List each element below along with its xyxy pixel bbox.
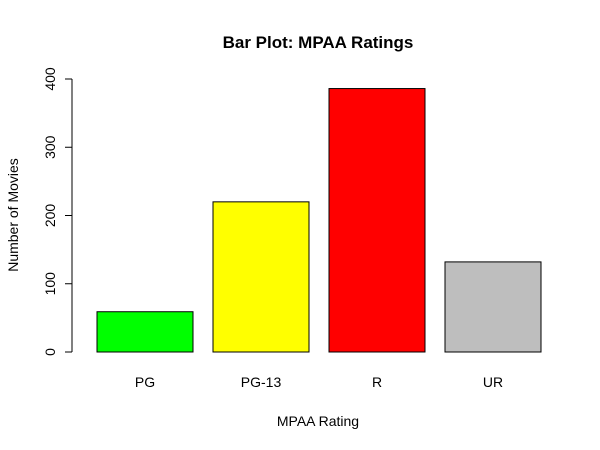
x-axis-label: MPAA Rating: [277, 413, 359, 429]
y-tick-label: 400: [42, 67, 58, 91]
y-axis: 0 100 200 300 400: [42, 67, 73, 356]
x-tick-label: PG: [135, 374, 155, 390]
bars-group: [96, 88, 542, 353]
chart-title: Bar Plot: MPAA Ratings: [223, 33, 414, 52]
x-tick-label: R: [372, 374, 382, 390]
bar-ur: [444, 261, 542, 353]
y-axis-label: Number of Movies: [5, 158, 21, 272]
x-tick-label: UR: [483, 374, 503, 390]
y-tick-label: 100: [42, 272, 58, 296]
y-tick-label: 200: [42, 204, 58, 228]
bar-pg-13: [212, 201, 310, 353]
x-tick-label: PG-13: [241, 374, 282, 390]
y-tick-label: 300: [42, 135, 58, 159]
bar-pg: [96, 311, 194, 353]
bar-r: [328, 88, 426, 353]
x-tick-labels: PG PG-13 R UR: [135, 374, 503, 390]
y-tick-label: 0: [42, 348, 58, 356]
